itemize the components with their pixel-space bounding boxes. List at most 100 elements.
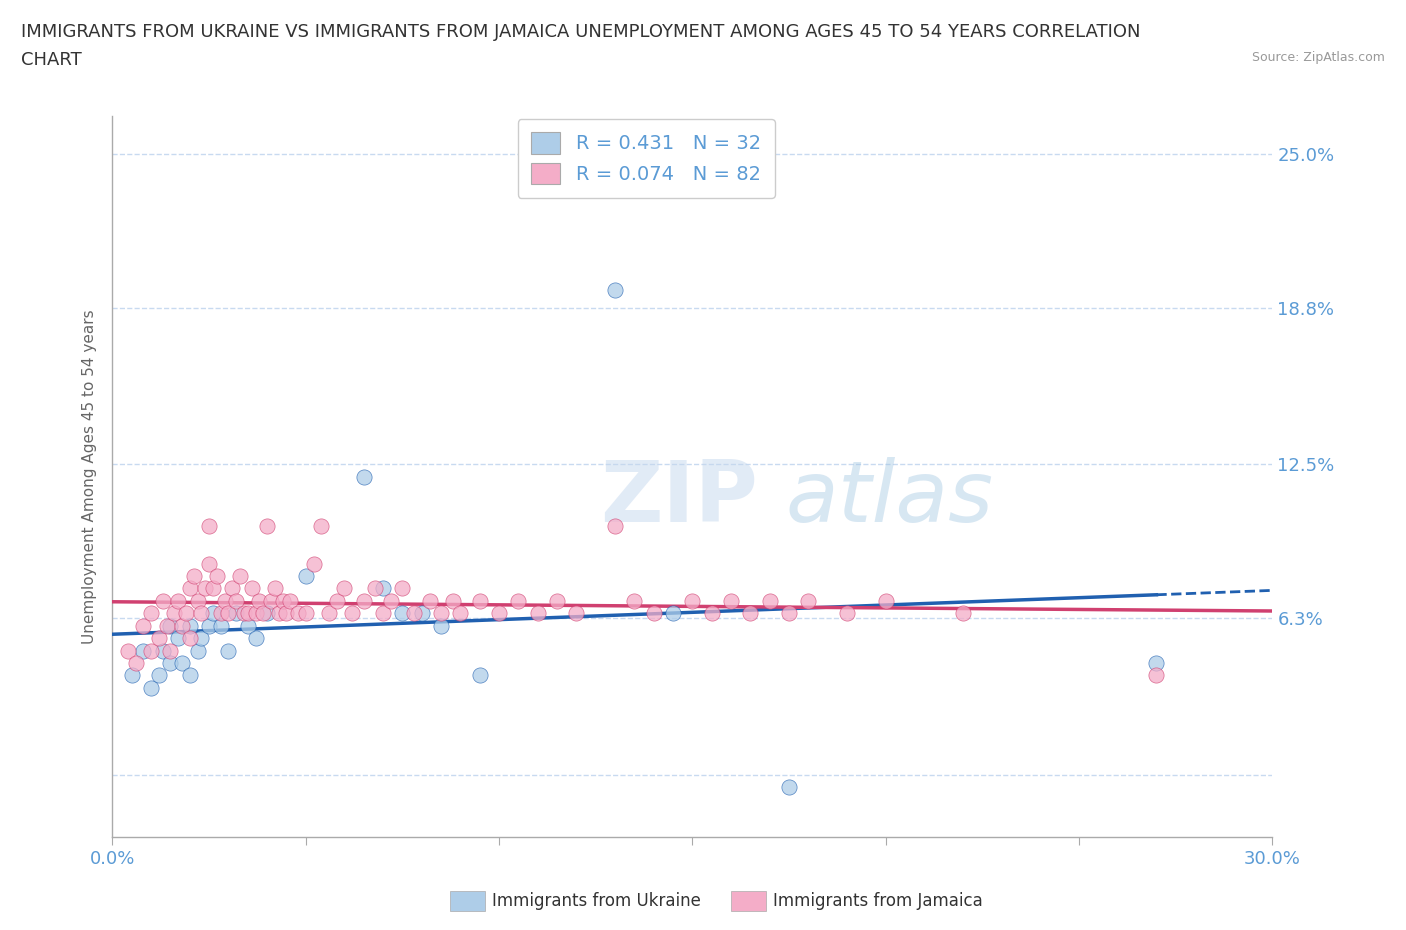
- Point: [295, 605, 318, 620]
- Point: [508, 593, 530, 608]
- Point: [167, 593, 190, 608]
- Point: [326, 593, 349, 608]
- Text: Immigrants from Jamaica: Immigrants from Jamaica: [773, 892, 983, 910]
- Text: Source: ZipAtlas.com: Source: ZipAtlas.com: [1251, 51, 1385, 64]
- Point: [183, 568, 205, 583]
- Point: [700, 605, 723, 620]
- Text: atlas: atlas: [785, 457, 993, 539]
- Point: [179, 668, 201, 683]
- Point: [156, 618, 179, 633]
- Point: [240, 581, 263, 596]
- Point: [342, 605, 364, 620]
- Point: [1146, 656, 1168, 671]
- Point: [186, 644, 209, 658]
- Point: [202, 605, 225, 620]
- Point: [132, 618, 155, 633]
- Point: [186, 593, 209, 608]
- Point: [778, 780, 800, 795]
- Point: [260, 593, 283, 608]
- Point: [159, 618, 181, 633]
- Point: [190, 605, 212, 620]
- Point: [264, 581, 287, 596]
- Point: [229, 568, 252, 583]
- Point: [179, 631, 201, 645]
- Point: [364, 581, 387, 596]
- Point: [236, 618, 259, 633]
- Point: [411, 605, 433, 620]
- Point: [121, 668, 143, 683]
- Point: [245, 631, 267, 645]
- Point: [159, 656, 181, 671]
- Point: [148, 631, 170, 645]
- Point: [430, 618, 453, 633]
- Point: [141, 681, 163, 696]
- Point: [404, 605, 426, 620]
- Point: [152, 644, 174, 658]
- Point: [267, 605, 290, 620]
- Point: [952, 605, 974, 620]
- Point: [249, 593, 271, 608]
- Point: [643, 605, 665, 620]
- Point: [163, 605, 186, 620]
- Point: [837, 605, 859, 620]
- Point: [252, 605, 274, 620]
- Point: [333, 581, 356, 596]
- Point: [205, 568, 228, 583]
- Point: [209, 605, 232, 620]
- Point: [194, 581, 217, 596]
- Point: [546, 593, 568, 608]
- Point: [419, 593, 441, 608]
- Point: [430, 605, 453, 620]
- Point: [371, 581, 394, 596]
- Point: [172, 656, 194, 671]
- Point: [720, 593, 742, 608]
- Point: [256, 519, 278, 534]
- Point: [488, 605, 510, 620]
- Point: [287, 605, 309, 620]
- Text: CHART: CHART: [21, 51, 82, 69]
- Legend: R = 0.431   N = 32, R = 0.074   N = 82: R = 0.431 N = 32, R = 0.074 N = 82: [517, 119, 775, 198]
- Point: [132, 644, 155, 658]
- Point: [662, 605, 685, 620]
- Point: [605, 283, 627, 298]
- Text: ZIP: ZIP: [599, 457, 758, 539]
- Point: [198, 556, 221, 571]
- Point: [295, 568, 318, 583]
- Point: [245, 605, 267, 620]
- Point: [256, 605, 278, 620]
- Point: [309, 519, 333, 534]
- Point: [623, 593, 645, 608]
- Point: [875, 593, 897, 608]
- Point: [759, 593, 782, 608]
- Point: [218, 605, 240, 620]
- Point: [209, 618, 232, 633]
- Point: [190, 631, 212, 645]
- Point: [124, 656, 148, 671]
- Point: [141, 644, 163, 658]
- Point: [198, 519, 221, 534]
- Point: [225, 605, 247, 620]
- Point: [218, 644, 240, 658]
- Point: [391, 605, 413, 620]
- Point: [740, 605, 762, 620]
- Point: [276, 605, 298, 620]
- Point: [468, 668, 491, 683]
- Point: [174, 605, 197, 620]
- Point: [605, 519, 627, 534]
- Point: [353, 470, 375, 485]
- Text: IMMIGRANTS FROM UKRAINE VS IMMIGRANTS FROM JAMAICA UNEMPLOYMENT AMONG AGES 45 TO: IMMIGRANTS FROM UKRAINE VS IMMIGRANTS FR…: [21, 23, 1140, 41]
- Text: Immigrants from Ukraine: Immigrants from Ukraine: [492, 892, 702, 910]
- Point: [141, 605, 163, 620]
- Point: [159, 644, 181, 658]
- Point: [527, 605, 550, 620]
- Y-axis label: Unemployment Among Ages 45 to 54 years: Unemployment Among Ages 45 to 54 years: [82, 310, 97, 644]
- Point: [302, 556, 325, 571]
- Point: [441, 593, 464, 608]
- Point: [117, 644, 139, 658]
- Point: [278, 593, 302, 608]
- Point: [1146, 668, 1168, 683]
- Point: [221, 581, 243, 596]
- Point: [225, 593, 247, 608]
- Point: [172, 618, 194, 633]
- Point: [565, 605, 588, 620]
